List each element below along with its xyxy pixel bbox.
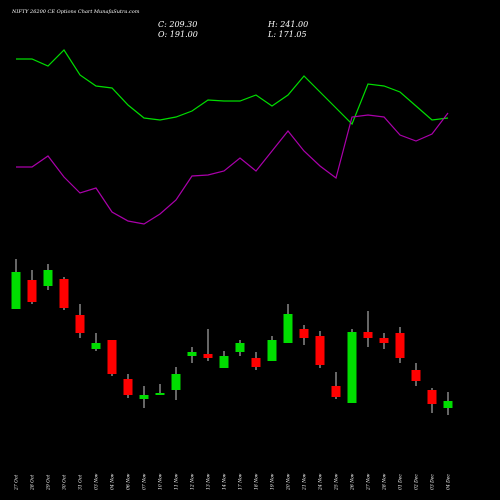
x-tick-label: 31 Oct — [78, 475, 84, 490]
x-tick-label: 21 Nov — [302, 473, 308, 491]
bearish-candle-body — [251, 358, 261, 367]
x-tick-label: 04 Nov — [110, 473, 116, 490]
x-tick-label: 28 Oct — [30, 475, 36, 491]
bearish-candle-body — [107, 340, 117, 374]
bearish-candle-body — [427, 390, 437, 404]
x-tick-label: 29 Oct — [46, 475, 52, 491]
candle — [171, 367, 181, 400]
upper-band-line — [16, 49, 449, 126]
candle — [203, 329, 213, 361]
bullish-candle-body — [43, 270, 53, 286]
candle — [155, 384, 165, 395]
x-tick-label: 06 Nov — [126, 473, 132, 490]
chart-title: NIFTY 26200 CE Options Chart MunafaSutra… — [11, 9, 140, 15]
bearish-candle-body — [59, 279, 69, 308]
bearish-candle-body — [203, 354, 213, 358]
band-lines — [16, 49, 449, 225]
bullish-candle-body — [155, 393, 165, 395]
close-value: C: 209.30 — [158, 20, 197, 29]
bullish-candle-body — [139, 395, 149, 399]
bearish-candle-body — [27, 280, 37, 302]
candle — [187, 347, 197, 363]
bearish-candle-body — [123, 379, 133, 395]
candle — [11, 259, 21, 309]
candle — [107, 340, 117, 376]
x-tick-label: 04 Dec — [446, 474, 452, 490]
candle — [363, 311, 373, 347]
bearish-candle-body — [363, 332, 373, 338]
candle — [251, 352, 261, 370]
x-tick-label: 26 Nov — [350, 473, 356, 491]
candle — [299, 325, 309, 345]
x-tick-label: 30 Oct — [62, 475, 68, 490]
candle — [411, 363, 421, 386]
candle — [315, 331, 325, 368]
bullish-candle-body — [91, 343, 101, 349]
x-tick-label: 19 Nov — [270, 473, 276, 490]
low-value: L: 171.05 — [267, 30, 307, 39]
candle — [283, 304, 293, 343]
bullish-candle-body — [443, 401, 453, 408]
candle — [91, 333, 101, 351]
candlesticks — [11, 259, 453, 415]
candle — [27, 270, 37, 304]
x-tick-label: 27 Oct — [14, 475, 20, 491]
x-tick-label: 18 Nov — [254, 473, 260, 490]
bearish-candle-body — [395, 333, 405, 358]
bearish-candle-body — [299, 329, 309, 338]
candle — [59, 277, 69, 310]
bullish-candle-body — [171, 374, 181, 390]
x-tick-label: 11 Nov — [174, 473, 180, 490]
x-tick-label: 10 Nov — [158, 473, 164, 490]
candle — [443, 392, 453, 415]
x-tick-label: 17 Nov — [238, 473, 244, 490]
candle — [267, 336, 277, 361]
candle — [235, 340, 245, 356]
x-tick-label: 03 Dec — [430, 474, 436, 490]
high-value: H: 241.00 — [267, 20, 308, 29]
x-tick-label: 28 Nov — [382, 473, 388, 491]
bearish-candle-body — [331, 386, 341, 397]
x-tick-label: 01 Dec — [398, 474, 404, 490]
bullish-candle-body — [235, 343, 245, 352]
x-tick-label: 12 Nov — [190, 473, 196, 490]
x-tick-label: 24 Nov — [318, 473, 324, 491]
candle — [123, 374, 133, 398]
bullish-candle-body — [283, 314, 293, 343]
bullish-candle-body — [187, 352, 197, 356]
x-tick-label: 02 Dec — [414, 474, 420, 490]
bullish-candle-body — [219, 356, 229, 368]
bullish-candle-body — [347, 332, 357, 403]
candle — [43, 264, 53, 290]
bearish-candle-body — [411, 370, 421, 381]
lower-band-line — [16, 112, 449, 225]
x-tick-label: 07 Nov — [142, 473, 148, 490]
bullish-candle-body — [267, 340, 277, 361]
x-axis-ticks: 27 Oct 28 Oct 29 Oct 30 Oct 31 Oct 03 Nov 04 N… — [14, 473, 452, 491]
bearish-candle-body — [379, 338, 389, 343]
candle — [427, 388, 437, 413]
candle — [395, 327, 405, 363]
bearish-candle-body — [75, 315, 85, 333]
x-tick-label: 03 Nov — [94, 473, 100, 490]
x-tick-label: 20 Nov — [286, 473, 292, 491]
x-tick-label: 25 Nov — [334, 473, 340, 491]
x-tick-label: 27 Nov — [366, 473, 372, 491]
bullish-candle-body — [11, 272, 21, 309]
x-tick-label: 14 Nov — [222, 473, 228, 490]
candle — [379, 333, 389, 349]
bearish-candle-body — [315, 336, 325, 365]
x-tick-label: 13 Nov — [206, 473, 212, 490]
candle — [219, 351, 229, 368]
candle — [347, 329, 357, 403]
candle — [75, 304, 85, 338]
candle — [331, 372, 341, 399]
open-value: O: 191.00 — [158, 30, 198, 39]
candle — [139, 386, 149, 408]
